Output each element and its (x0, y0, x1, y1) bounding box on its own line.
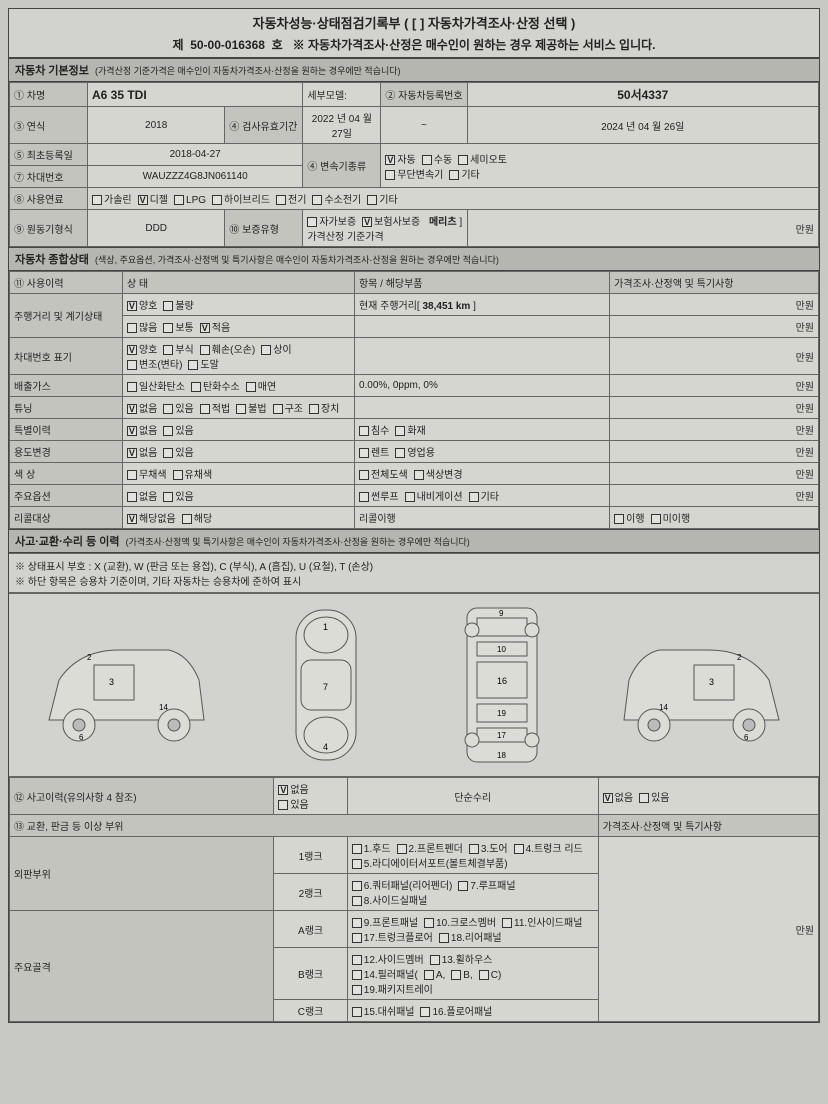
state-col2: 상 태 (122, 272, 354, 294)
outer-rank2-lbl: 2랭크 (274, 874, 347, 911)
vin: WAUZZZ4G8JN061140 (88, 166, 303, 188)
section-basic-header: 자동차 기본정보 (가격산정 기준가격은 매수인이 자동차가격조사·산정을 원하… (9, 58, 819, 82)
lbl-outer: 외판부위 (10, 837, 274, 911)
trans-opts: 자동수동세미오토무단변속기기타 (381, 144, 819, 188)
subtitle-note: ※ 자동차가격조사·산정은 매수인이 원하는 경우 제공하는 서비스 입니다. (293, 38, 656, 52)
section-basic-note: (가격산정 기준가격은 매수인이 자동차가격조사·산정을 원하는 경우에만 적습… (95, 66, 401, 76)
section-state-title: 자동차 종합상태 (15, 254, 89, 266)
svg-text:16: 16 (497, 676, 507, 686)
svg-text:7: 7 (323, 682, 328, 692)
doc-title: 자동차성능·상태점검기록부 ( [ ] 자동차가격조사·산정 선택 ) (9, 9, 819, 34)
lbl-warranty: ⑩ 보증유형 (225, 210, 303, 247)
frame-a-items: 9.프론트패널10.크로스멤버11.인사이드패널17.트렁크플로어18.리어패널 (347, 911, 598, 948)
svg-text:19: 19 (497, 709, 506, 718)
frame-c-items: 15.대쉬패널16.플로어패널 (347, 1000, 598, 1022)
fuel-opts: 가솔린디젤LPG하이브리드전기수소전기기타 (88, 188, 819, 210)
base-price-won: 만원 (467, 210, 818, 247)
simple-repair-opts: 없음있음 (598, 778, 818, 815)
section-state-header: 자동차 종합상태 (색상, 주요옵션, 가격조사·산정액 및 특기사항은 매수인… (9, 247, 819, 271)
car-side-right-icon: 2 3 14 6 (619, 610, 789, 760)
state-table: ⑪ 사용이력 상 태 항목 / 해당부품 가격조사·산정액 및 특기사항 주행거… (9, 271, 819, 529)
frame-b-items: 12.사이드멤버13.휠하우스14.필러패널(A,B,C)19.패키지트레이 (347, 948, 598, 1000)
svg-text:18: 18 (497, 751, 506, 760)
outer-rank2-items: 6.쿼터패널(리어펜더)7.루프패널8.사이드실패널 (347, 874, 598, 911)
valid-tilde: ~ (381, 107, 467, 144)
svg-text:17: 17 (497, 731, 506, 740)
warranty-opts: 자가보증보험사보증 메리츠 ] 가격산정 기준가격 (303, 210, 467, 247)
first-reg: 2018-04-27 (88, 144, 303, 166)
valid-to: 2024 년 04 월 26일 (467, 107, 818, 144)
car-diagrams: 2 3 14 6 1 7 4 (9, 593, 819, 777)
state-col3: 항목 / 해당부품 (354, 272, 609, 294)
car-underside-icon: 9 10 16 19 17 18 (442, 600, 562, 770)
section-history-title: 사고·교환·수리 등 이력 (15, 536, 120, 548)
svg-text:2: 2 (87, 653, 92, 662)
doc-subtitle: 제 50-00-016368 호 ※ 자동차가격조사·산정은 매수인이 원하는 … (9, 34, 819, 58)
legend-block: ※ 상태표시 부호 : X (교환), W (판금 또는 용접), C (부식)… (9, 553, 819, 593)
svg-text:6: 6 (744, 733, 749, 742)
car-side-left-icon: 2 3 14 6 (39, 610, 209, 760)
year: 2018 (88, 107, 225, 144)
svg-text:14: 14 (159, 703, 168, 712)
lbl-engine: ⑨ 원동기형식 (10, 210, 88, 247)
svg-text:6: 6 (79, 733, 84, 742)
svg-text:3: 3 (709, 677, 714, 687)
lbl-submodel: 세부모델: (303, 83, 381, 107)
accident-opts: 없음있음 (274, 778, 347, 815)
car-top-icon: 1 7 4 (266, 600, 386, 770)
section-state-note: (색상, 주요옵션, 가격조사·산정액 및 특기사항은 매수인이 자동차가격조사… (95, 255, 499, 265)
state-col4: 가격조사·산정액 및 특기사항 (610, 272, 819, 294)
doc-no-suffix: 호 (272, 38, 283, 52)
outer-rank1-items: 1.후드2.프론트펜더3.도어4.트렁크 리드5.라디에이터서포트(볼트체결부품… (347, 837, 598, 874)
lbl-exchange: ⑬ 교환, 판금 등 이상 부위 (10, 815, 599, 837)
lbl-accident: ⑫ 사고이력(유의사항 4 참조) (10, 778, 274, 815)
svg-text:9: 9 (499, 609, 504, 618)
doc-no: 50-00-016368 (190, 38, 265, 52)
lbl-year: ③ 연식 (10, 107, 88, 144)
simple-repair-lbl: 단순수리 (347, 778, 598, 815)
car-name: A6 35 TDI (88, 83, 303, 107)
state-col1: ⑪ 사용이력 (10, 272, 123, 294)
svg-text:3: 3 (109, 677, 114, 687)
lbl-carname: ① 차명 (10, 83, 88, 107)
svg-text:14: 14 (659, 703, 668, 712)
lbl-trans: ④ 변속기종류 (303, 144, 381, 188)
valid-from: 2022 년 04 월 27일 (303, 107, 381, 144)
section-history-note: (가격조사·산정액 및 특기사항은 매수인이 자동차가격조사·산정을 원하는 경… (126, 537, 470, 547)
lbl-exchange-price: 가격조사·산정액 및 특기사항 (598, 815, 818, 837)
lbl-fuel: ⑧ 사용연료 (10, 188, 88, 210)
section-basic-title: 자동차 기본정보 (15, 65, 89, 77)
accident-table: ⑫ 사고이력(유의사항 4 참조) 없음있음 단순수리 없음있음 ⑬ 교환, 판… (9, 777, 819, 1022)
lbl-regno: ② 자동차등록번호 (381, 83, 467, 107)
frame-price: 만원 (598, 837, 818, 1022)
section-history-header: 사고·교환·수리 등 이력 (가격조사·산정액 및 특기사항은 매수인이 자동차… (9, 529, 819, 553)
basic-table: ① 차명 A6 35 TDI 세부모델: ② 자동차등록번호 50서4337 ③… (9, 82, 819, 247)
legend1: ※ 상태표시 부호 : X (교환), W (판금 또는 용접), C (부식)… (15, 558, 813, 573)
lbl-firstreg: ⑤ 최초등록일 (10, 144, 88, 166)
reg-no: 50서4337 (467, 83, 818, 107)
svg-text:4: 4 (323, 742, 328, 752)
legend2: ※ 하단 항목은 승용차 기준이며, 기타 자동차는 승용차에 준하여 표시 (15, 573, 813, 588)
lbl-vin: ⑦ 차대번호 (10, 166, 88, 188)
frame-c-lbl: C랭크 (274, 1000, 347, 1022)
frame-a-lbl: A랭크 (274, 911, 347, 948)
frame-b-lbl: B랭크 (274, 948, 347, 1000)
doc-no-prefix: 제 (172, 38, 183, 52)
svg-text:2: 2 (737, 653, 742, 662)
lbl-frame: 주요골격 (10, 911, 274, 1022)
engine: DDD (88, 210, 225, 247)
outer-rank1-lbl: 1랭크 (274, 837, 347, 874)
svg-text:1: 1 (323, 622, 328, 632)
svg-text:10: 10 (497, 645, 506, 654)
lbl-valid: ④ 검사유효기간 (225, 107, 303, 144)
inspection-sheet: 자동차성능·상태점검기록부 ( [ ] 자동차가격조사·산정 선택 ) 제 50… (8, 8, 820, 1023)
